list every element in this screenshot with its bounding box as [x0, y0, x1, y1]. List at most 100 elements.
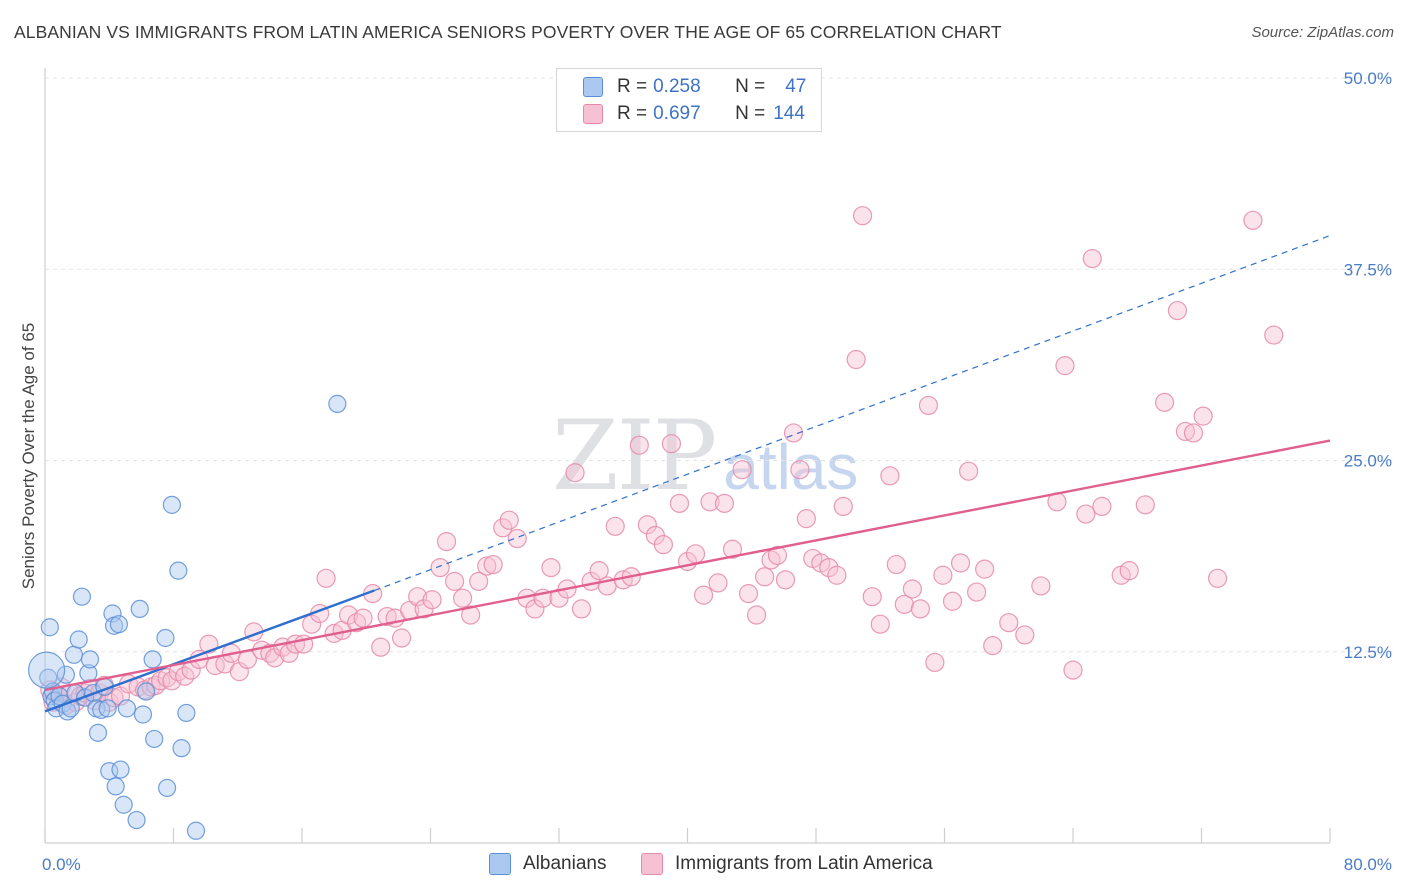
latin-america-point: [958, 461, 979, 481]
latin-america-point: [408, 587, 428, 607]
albanians-point: [111, 760, 130, 779]
latin-america-point: [430, 557, 450, 578]
albanians-point: [72, 587, 92, 606]
x-tick-label-max: 80.0%: [1344, 855, 1392, 874]
latin-america-point: [685, 544, 706, 564]
latin-america-point: [1082, 248, 1102, 269]
latin-america-point: [436, 531, 457, 552]
latin-america-point: [1076, 504, 1096, 524]
albanians-point: [88, 723, 108, 742]
latin-america-point: [942, 591, 963, 611]
legend-row-latin-america: R = 0.697 N = 144: [557, 101, 805, 127]
albanians-point: [172, 739, 191, 758]
latin-america-point: [391, 628, 412, 648]
latin-america-point: [790, 460, 810, 480]
latin-america-point: [302, 614, 322, 634]
latin-america-point: [483, 554, 503, 575]
y-axis-title: Seniors Poverty Over the Age of 65: [19, 323, 38, 589]
latin-america-point: [693, 585, 714, 605]
r-label: R =: [617, 103, 648, 124]
latin-america-point: [767, 545, 788, 565]
latin-america-point: [1031, 576, 1051, 596]
correlation-legend: R = 0.258 N = 47 R = 0.697 N = 144: [556, 68, 822, 132]
albanians-point: [56, 665, 75, 684]
legend-item-latin-america: Immigrants from Latin America: [641, 852, 933, 876]
legend-item-albanians: Albanians: [489, 852, 606, 876]
albanians-point: [80, 650, 100, 669]
latin-america-point: [469, 571, 489, 591]
albanians-point: [109, 615, 128, 634]
latin-america-point: [1135, 495, 1155, 515]
latin-america-point: [754, 567, 775, 587]
latin-america-point: [950, 553, 971, 573]
albanians-point: [143, 650, 162, 669]
latin-america-point: [846, 349, 866, 370]
latin-america-point: [444, 571, 465, 591]
albanians-point: [137, 682, 156, 701]
latin-america-point: [902, 579, 922, 599]
latin-america-point: [880, 466, 900, 486]
r-value: 0.258: [653, 76, 701, 97]
latin-america-point: [925, 652, 945, 673]
latin-america-point: [338, 605, 359, 625]
albanians-point: [177, 703, 196, 723]
albanians-trend-line: [44, 589, 375, 713]
y-tick-label: 37.5%: [1344, 260, 1392, 279]
latin-america-point: [1264, 325, 1284, 345]
albanians-point: [145, 729, 164, 749]
latin-america-point: [886, 554, 906, 575]
latin-america-point: [1207, 568, 1228, 588]
latin-america-point: [983, 636, 1003, 656]
x-tick-label-min: 0.0%: [42, 855, 81, 874]
latin-america-point: [999, 613, 1019, 633]
latin-america-point: [605, 516, 625, 536]
latin-america-point: [967, 582, 987, 602]
latin-america-point: [775, 570, 796, 590]
legend-row-albanians: R = 0.258 N = 47: [557, 74, 806, 100]
albanians-point: [156, 628, 175, 648]
latin-america-point: [371, 637, 391, 657]
y-tick-labels: 12.5% 25.0% 37.5% 50.0%: [1344, 69, 1392, 662]
trend-lines: [44, 235, 1331, 713]
n-value: 144: [773, 103, 805, 124]
latin-america-point: [507, 528, 527, 549]
latin-america-point: [669, 493, 690, 513]
latin-america-point: [661, 434, 682, 454]
latin-america-point: [637, 515, 657, 535]
latin-america-trend-line: [44, 439, 1331, 692]
y-tick-label: 50.0%: [1344, 69, 1392, 88]
albanians-point: [127, 810, 146, 830]
n-label: N =: [735, 103, 766, 124]
latin-america-point: [708, 573, 728, 593]
latin-america-point: [1175, 421, 1196, 442]
latin-america-point: [493, 518, 513, 538]
latin-america-point: [714, 493, 735, 513]
y-tick-label: 12.5%: [1344, 643, 1392, 662]
latin-america-point: [316, 568, 336, 588]
latin-america-point: [870, 614, 890, 634]
latin-america-point: [265, 648, 285, 668]
latin-america-point: [461, 605, 481, 625]
latin-america-swatch: [583, 104, 603, 124]
albanians-point: [98, 699, 117, 718]
latin-america-point: [1015, 625, 1035, 645]
y-tick-label: 25.0%: [1344, 452, 1392, 471]
latin-america-point: [1154, 392, 1175, 412]
latin-america-point: [722, 539, 743, 559]
latin-america-point: [525, 599, 545, 619]
albanians-point: [328, 394, 347, 413]
albanians-point: [39, 668, 58, 687]
latin-america-point: [833, 496, 853, 516]
latin-america-point: [796, 509, 816, 529]
latin-america-point: [653, 535, 674, 555]
latin-america-legend-swatch: [641, 853, 663, 875]
latin-america-point: [499, 510, 519, 530]
latin-america-point: [477, 556, 497, 576]
latin-america-point: [852, 206, 873, 226]
latin-america-point: [700, 492, 720, 512]
albanians-point: [117, 699, 137, 718]
albanians-point: [169, 561, 188, 580]
latin-america-point: [629, 435, 649, 455]
albanians-point: [133, 705, 153, 724]
latin-america-point: [377, 606, 397, 627]
